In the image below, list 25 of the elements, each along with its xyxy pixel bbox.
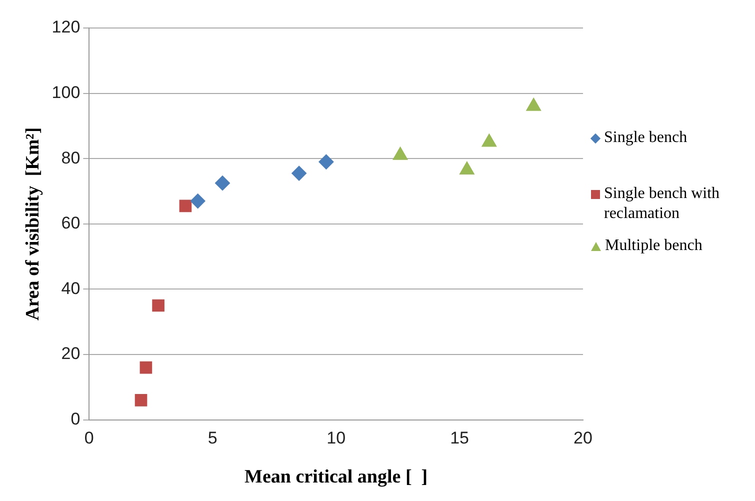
x-tick-label: 5 [208, 428, 218, 448]
y-tick-label: 80 [61, 148, 80, 168]
x-axis-title: Mean critical angle [ ] [244, 466, 428, 488]
point [179, 200, 192, 212]
x-tick-label: 20 [574, 428, 592, 448]
y-tick-label: 60 [61, 214, 80, 233]
point [215, 176, 230, 191]
y-tick-label: 100 [52, 82, 80, 102]
point [152, 299, 164, 312]
point [292, 166, 307, 181]
y-tick-label: 40 [61, 278, 80, 298]
y-axis-title: Area of visibility [Km²] [22, 127, 44, 321]
x-tick-label: 10 [326, 428, 346, 448]
y-tick-label: 20 [61, 344, 80, 364]
legend-label: Multiple bench [605, 236, 702, 256]
point [190, 194, 206, 209]
legend-label: Single bench [604, 128, 688, 148]
x-tick-label: 15 [450, 428, 469, 448]
point [134, 394, 148, 406]
point [318, 154, 334, 170]
point [140, 361, 152, 374]
legend-label: Single bench with reclamation [604, 184, 721, 224]
x-tick-label: 0 [84, 428, 94, 448]
y-tick-label: 0 [70, 409, 80, 428]
y-tick-label: 120 [52, 18, 80, 37]
